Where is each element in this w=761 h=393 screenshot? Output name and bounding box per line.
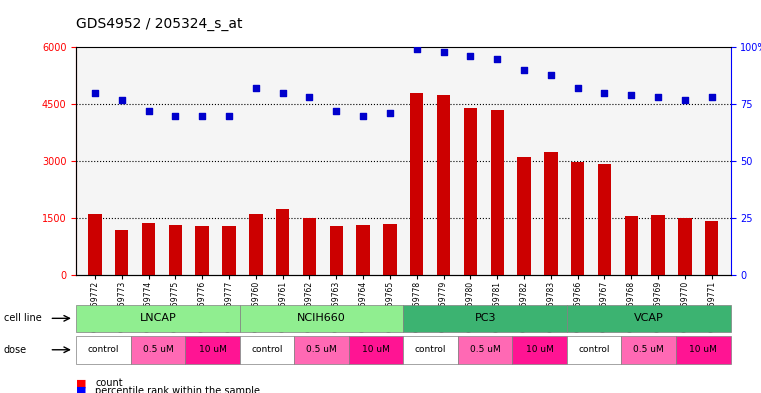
Bar: [625, 216, 638, 275]
Bar: [115, 230, 129, 275]
Bar: [276, 209, 289, 275]
Bar: [544, 152, 558, 275]
Bar: [410, 93, 423, 275]
Bar: [705, 221, 718, 275]
Bar: [463, 108, 477, 275]
Point: [223, 112, 235, 119]
Text: 10 uM: 10 uM: [362, 345, 390, 354]
Point: [545, 72, 557, 78]
Bar: [169, 224, 182, 275]
Point: [169, 112, 181, 119]
Text: control: control: [251, 345, 283, 354]
Text: LNCAP: LNCAP: [139, 313, 177, 323]
Text: control: control: [578, 345, 610, 354]
Bar: [303, 218, 316, 275]
Bar: [356, 225, 370, 275]
Point: [357, 112, 369, 119]
Text: 10 uM: 10 uM: [526, 345, 553, 354]
Point: [652, 94, 664, 101]
Text: control: control: [415, 345, 447, 354]
Text: GDS4952 / 205324_s_at: GDS4952 / 205324_s_at: [76, 17, 243, 31]
Bar: [678, 219, 692, 275]
Point: [276, 90, 288, 96]
Bar: [196, 226, 209, 275]
Bar: [517, 157, 530, 275]
Point: [116, 96, 128, 103]
Text: 0.5 uM: 0.5 uM: [142, 345, 174, 354]
Text: dose: dose: [4, 345, 27, 355]
Point: [304, 94, 316, 101]
Text: percentile rank within the sample: percentile rank within the sample: [95, 386, 260, 393]
Bar: [222, 226, 236, 275]
Bar: [491, 110, 504, 275]
Bar: [142, 223, 155, 275]
Point: [626, 92, 638, 98]
Bar: [651, 215, 665, 275]
Text: NCIH660: NCIH660: [297, 313, 346, 323]
Point: [196, 112, 209, 119]
Text: VCAP: VCAP: [634, 313, 664, 323]
Bar: [384, 224, 396, 275]
Text: 10 uM: 10 uM: [199, 345, 226, 354]
Text: ■: ■: [76, 378, 87, 388]
Point: [142, 108, 154, 114]
Bar: [437, 95, 451, 275]
Text: control: control: [88, 345, 119, 354]
Text: count: count: [95, 378, 123, 388]
Point: [518, 67, 530, 73]
Point: [89, 90, 101, 96]
Point: [250, 85, 262, 91]
Point: [411, 46, 423, 53]
Point: [598, 90, 610, 96]
Bar: [571, 162, 584, 275]
Point: [491, 55, 503, 62]
Text: 0.5 uM: 0.5 uM: [633, 345, 664, 354]
Bar: [598, 164, 611, 275]
Text: cell line: cell line: [4, 313, 42, 323]
Bar: [249, 213, 263, 275]
Point: [679, 96, 691, 103]
Text: ■: ■: [76, 386, 87, 393]
Text: PC3: PC3: [474, 313, 496, 323]
Text: 0.5 uM: 0.5 uM: [470, 345, 501, 354]
Point: [464, 53, 476, 59]
Text: 0.5 uM: 0.5 uM: [306, 345, 337, 354]
Point: [572, 85, 584, 91]
Point: [438, 49, 450, 55]
Point: [705, 94, 718, 101]
Point: [330, 108, 342, 114]
Text: 10 uM: 10 uM: [689, 345, 717, 354]
Point: [384, 110, 396, 116]
Bar: [88, 213, 101, 275]
Bar: [330, 226, 343, 275]
